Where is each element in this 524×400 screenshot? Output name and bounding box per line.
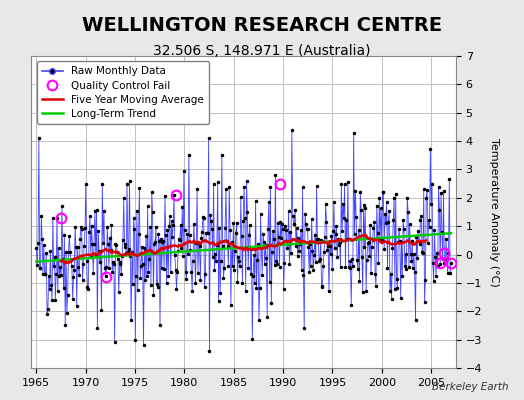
Legend: Raw Monthly Data, Quality Control Fail, Five Year Moving Average, Long-Term Tren: Raw Monthly Data, Quality Control Fail, … (37, 61, 209, 124)
Text: Berkeley Earth: Berkeley Earth (432, 382, 508, 392)
Y-axis label: Temperature Anomaly (°C): Temperature Anomaly (°C) (489, 138, 499, 286)
Text: 32.506 S, 148.971 E (Australia): 32.506 S, 148.971 E (Australia) (153, 44, 371, 58)
Text: WELLINGTON RESEARCH CENTRE: WELLINGTON RESEARCH CENTRE (82, 16, 442, 35)
